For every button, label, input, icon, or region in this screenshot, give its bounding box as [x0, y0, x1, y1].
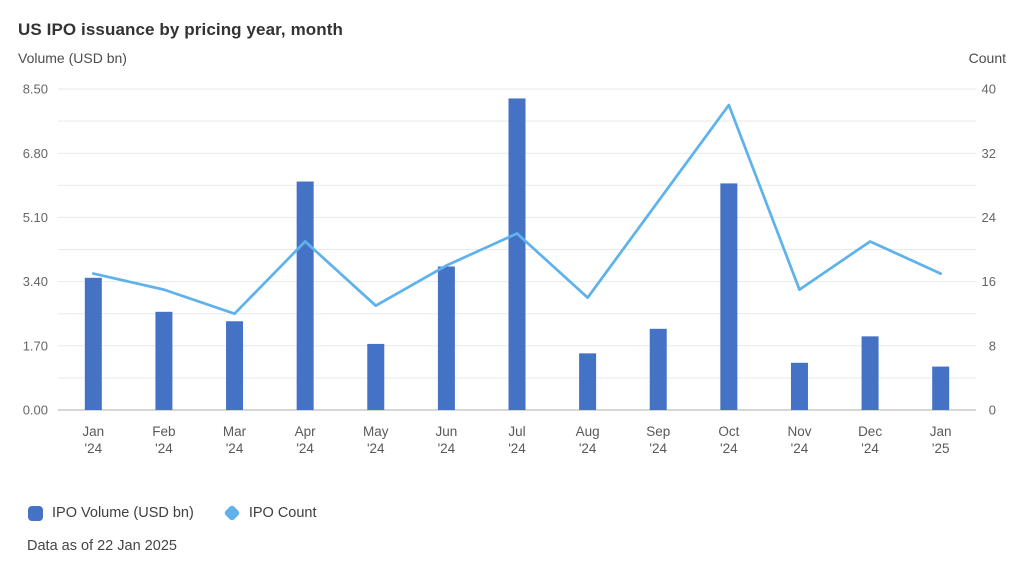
y-axis-tick-label-left: 6.80	[23, 146, 48, 161]
x-axis-label: May '24	[363, 424, 389, 456]
bar-Aug-24	[579, 353, 597, 410]
x-axis-label: Jan '24	[82, 424, 104, 456]
x-axis-label: Feb '24	[152, 424, 175, 456]
data-as-of-note: Data as of 22 Jan 2025	[27, 538, 177, 554]
bar-Jan-25	[932, 366, 950, 410]
legend-item-count: IPO Count	[223, 504, 317, 522]
chart-title: US IPO issuance by pricing year, month	[18, 20, 344, 39]
combo-chart: 0.00 1.70 3.40 5.10 6.80 8.50 0 8 16 24 32 40 Jan '24…	[23, 82, 996, 456]
line-series-swatch-icon	[223, 504, 241, 522]
y-axis-tick-label-left: 5.10	[23, 210, 48, 225]
bar-series-swatch-icon	[28, 505, 43, 521]
x-axis-label: Dec '24	[858, 424, 882, 456]
bar-Dec-24	[861, 336, 879, 410]
x-axis-label: Mar '24	[223, 424, 247, 456]
bar-Feb-24	[155, 311, 173, 410]
legend-item-volume: IPO Volume (USD bn)	[28, 505, 194, 521]
bar-Sep-24	[649, 328, 667, 410]
x-axis-label: Nov '24	[787, 424, 811, 456]
legend-label-count: IPO Count	[248, 505, 317, 521]
x-axis-label: Apr '24	[295, 424, 317, 456]
y-axis-tick-label-left: 3.40	[23, 274, 48, 289]
x-axis-label: Sep '24	[646, 424, 670, 456]
y-axis-tick-label-left: 0.00	[23, 403, 48, 418]
y-axis-tick-label-right: 0	[989, 403, 996, 418]
bar-Oct-24	[720, 183, 738, 410]
y-axis-tick-label-left: 1.70	[23, 338, 48, 353]
y-axis-tick-label-right: 16	[982, 274, 996, 289]
bar-Mar-24	[226, 321, 244, 410]
x-axis-label: Jul '24	[508, 424, 526, 456]
left-axis-title: Volume (USD bn)	[18, 50, 127, 66]
x-axis-label: Jan '25	[930, 424, 952, 456]
bar-Nov-24	[790, 362, 808, 410]
y-axis-tick-label-right: 40	[982, 82, 996, 97]
y-axis-tick-label-right: 24	[982, 210, 996, 225]
x-axis-label: Aug '24	[576, 424, 600, 456]
legend-label-volume: IPO Volume (USD bn)	[52, 505, 194, 521]
x-axis-label: Oct '24	[718, 424, 739, 456]
bar-Jan-24	[84, 277, 102, 410]
x-axis-label: Jun '24	[435, 424, 457, 456]
legend: IPO Volume (USD bn) IPO Count	[28, 504, 317, 522]
y-axis-tick-label-right: 32	[982, 146, 996, 161]
ipo-count-line	[91, 103, 943, 316]
bar-Jul-24	[508, 98, 526, 411]
bar-May-24	[367, 343, 385, 410]
y-axis-tick-label-right: 8	[989, 338, 996, 353]
y-axis-tick-label-left: 8.50	[23, 82, 48, 97]
right-axis-title: Count	[968, 50, 1006, 66]
bar-Apr-24	[296, 181, 314, 410]
bar-Jun-24	[437, 266, 455, 410]
